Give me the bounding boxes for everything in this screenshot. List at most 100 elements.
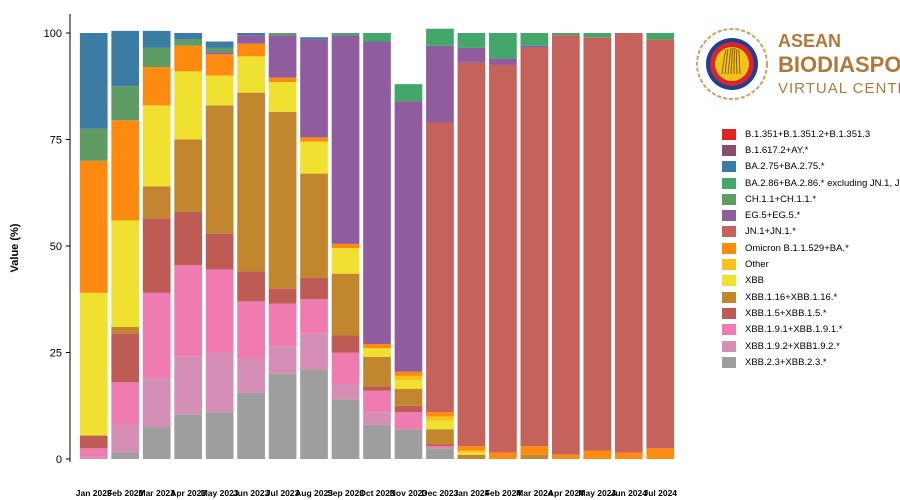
x-tick-label: Sep 2023 <box>327 488 364 498</box>
bar-segment-ch-1-1-ch-1-1-may-2023 <box>205 47 234 53</box>
bar-segment-xbb-feb-2023 <box>111 220 140 327</box>
bar-segment-xbb-1-5-xbb-1-5-jul-2023 <box>268 288 297 304</box>
bar-segment-jn-1-jn-1-jun-2024 <box>614 33 643 453</box>
legend-item-xbb: XBB <box>722 273 900 289</box>
bar-segment-jn-1-jn-1-may-2024 <box>583 37 612 451</box>
bar-segment-xbb-1-9-1-xbb-1-9-1-jan-2023 <box>79 448 108 457</box>
bar-segment-omicron-b-1-1-529-ba-jul-2023 <box>268 77 297 82</box>
bar-segment-xbb-1-9-2-xbb1-9-2-aug-2023 <box>300 333 328 370</box>
bar-segment-xbb-1-16-xbb-1-16-apr-2023 <box>174 139 203 212</box>
legend-swatch <box>722 242 736 254</box>
y-tick-label: 50 <box>50 241 62 253</box>
bar-segment-omicron-b-1-1-529-ba-jan-2023 <box>79 160 108 293</box>
bar-segment-xbb-1-16-xbb-1-16-jul-2023 <box>268 111 297 289</box>
x-tick-label: May 2024 <box>578 488 616 498</box>
bar-segment-xbb-1-16-xbb-1-16-dec-2023 <box>426 429 454 445</box>
bar-segment-xbb-1-16-xbb-1-16-aug-2023 <box>300 173 328 278</box>
bar-segment-xbb-1-16-xbb-1-16-jun-2023 <box>237 92 265 272</box>
legend-item-b-1-351-b-1-351-2-b-1-351-3: B.1.351+B.1.351.2+B.1.351.3 <box>722 126 900 142</box>
bar-segment-xbb-1-9-1-xbb-1-9-1-jul-2023 <box>268 303 297 347</box>
legend-swatch <box>722 177 736 189</box>
plot-area <box>79 28 675 459</box>
bar-segment-eg-5-eg-5-jan-2024 <box>457 47 486 63</box>
bar-segment-omicron-b-1-1-529-ba-jan-2024 <box>457 446 486 451</box>
x-tick-label: Feb 2024 <box>485 488 522 498</box>
bar-segment-xbb-1-9-1-xbb-1-9-1-apr-2023 <box>174 265 203 357</box>
bar-segment-other-dec-2023 <box>426 416 454 421</box>
bar-segment-ba-2-75-ba-2-75-jan-2023 <box>79 33 108 129</box>
legend-label: XBB <box>745 275 765 287</box>
logo-title-line-3: VIRTUAL CENTER <box>778 80 900 97</box>
x-tick-label: Jan 2024 <box>453 488 489 498</box>
legend-swatch <box>722 275 736 287</box>
y-tick-label: 100 <box>44 28 62 40</box>
bar-segment-xbb-1-9-2-xbb1-9-2-mar-2023 <box>142 378 171 428</box>
legend-swatch <box>722 210 736 222</box>
legend-item-eg-5-eg-5: EG.5+EG.5.* <box>722 207 900 223</box>
legend-label: EG.5+EG.5.* <box>745 210 801 222</box>
logo-title-line-2: BIODIASPORA <box>778 52 900 77</box>
legend-label: XBB.2.3+XBB.2.3.* <box>745 356 827 368</box>
x-tick-label: Jun 2024 <box>611 488 648 498</box>
bar-segment-xbb-1-16-xbb-1-16-sep-2023 <box>331 273 360 336</box>
bar-segment-xbb-2-3-xbb-2-3-nov-2023 <box>394 429 423 459</box>
legend-item-xbb-1-5-xbb-1-5: XBB.1.5+XBB.1.5.* <box>722 305 900 321</box>
logo-title-line-1: ASEAN <box>778 31 841 51</box>
bar-segment-xbb-1-9-1-xbb-1-9-1-sep-2023 <box>331 352 360 385</box>
bar-segment-jn-1-jn-1-feb-2024 <box>489 64 517 453</box>
bar-segment-xbb-1-16-xbb-1-16-oct-2023 <box>363 356 391 387</box>
bar-segment-xbb-1-5-xbb-1-5-sep-2023 <box>331 335 360 353</box>
legend-swatch <box>722 144 736 156</box>
bar-segment-ba-2-86-ba-2-86-excluding-jn-1-jn-1-jan-2024 <box>457 33 486 48</box>
x-tick-label: Dec 2023 <box>422 488 459 498</box>
bar-segment-ba-2-86-ba-2-86-excluding-jn-1-jn-1-oct-2023 <box>363 33 391 42</box>
bar-segment-xbb-1-16-xbb-1-16-mar-2024 <box>520 454 549 459</box>
legend-swatch <box>722 128 736 140</box>
legend-label: Omicron B.1.1.529+BA.* <box>745 242 849 254</box>
y-axis: 0 25 50 75 100 <box>44 14 71 466</box>
bar-segment-other-nov-2023 <box>394 375 423 381</box>
bar-segment-xbb-2-3-xbb-2-3-feb-2023 <box>111 452 140 459</box>
bar-segment-eg-5-eg-5-feb-2024 <box>489 58 517 65</box>
bar-segment-omicron-b-1-1-529-ba-aug-2023 <box>300 137 328 142</box>
bar-segment-eg-5-eg-5-jul-2023 <box>268 35 297 78</box>
x-tick-label: May 2023 <box>201 488 239 498</box>
bar-segment-xbb-1-5-xbb-1-5-jun-2023 <box>237 271 265 302</box>
x-tick-label: Mar 2023 <box>138 488 175 498</box>
bar-segment-omicron-b-1-1-529-ba-may-2024 <box>583 450 612 459</box>
bar-segment-eg-5-eg-5-nov-2023 <box>394 101 423 372</box>
legend-swatch <box>722 340 736 352</box>
bar-segment-ba-2-75-ba-2-75-feb-2023 <box>111 30 140 87</box>
bar-segment-ba-2-86-ba-2-86-excluding-jn-1-jn-1-mar-2024 <box>520 33 549 46</box>
bar-segment-ba-2-86-ba-2-86-excluding-jn-1-jn-1-feb-2024 <box>489 33 517 59</box>
bar-segment-xbb-2-3-xbb-2-3-may-2023 <box>205 412 234 459</box>
bar-segment-xbb-1-9-2-xbb1-9-2-oct-2023 <box>363 412 391 425</box>
bar-segment-ba-2-75-ba-2-75-aug-2023 <box>300 37 328 40</box>
legend-item-xbb-1-9-2-xbb1-9-2: XBB.1.9.2+XBB1.9.2.* <box>722 338 900 354</box>
bar-segment-eg-5-eg-5-mar-2024 <box>520 45 549 48</box>
bar-segment-xbb-1-16-xbb-1-16-feb-2023 <box>111 326 140 334</box>
legend-item-jn-1-jn-1: JN.1+JN.1.* <box>722 224 900 240</box>
bar-segment-xbb-jun-2023 <box>237 56 265 93</box>
bar-segment-xbb-1-5-xbb-1-5-feb-2023 <box>111 333 140 383</box>
legend-swatch <box>722 291 736 303</box>
legend-swatch <box>722 307 736 319</box>
legend-label: JN.1+JN.1.* <box>745 226 796 238</box>
bar-segment-ch-1-1-ch-1-1-jul-2023 <box>268 33 297 36</box>
bar-segment-omicron-b-1-1-529-ba-apr-2023 <box>174 45 203 72</box>
bar-segment-xbb-aug-2023 <box>300 141 328 174</box>
legend-label: BA.2.75+BA.2.75.* <box>745 161 825 173</box>
legend-label: XBB.1.9.2+XBB1.9.2.* <box>745 340 840 352</box>
bar-segment-omicron-b-1-1-529-ba-apr-2024 <box>551 454 580 459</box>
legend-label: XBB.1.16+XBB.1.16.* <box>745 291 838 303</box>
legend-label: XBB.1.5+XBB.1.5.* <box>745 307 827 319</box>
legend-swatch <box>722 161 736 173</box>
bar-segment-eg-5-eg-5-sep-2023 <box>331 35 360 244</box>
bar-segment-xbb-1-9-1-xbb-1-9-1-nov-2023 <box>394 412 423 430</box>
legend-swatch <box>722 356 736 368</box>
bar-segment-xbb-1-9-1-xbb-1-9-1-feb-2023 <box>111 382 140 425</box>
bar-segment-ba-2-75-ba-2-75-mar-2023 <box>142 30 171 48</box>
y-tick-label: 0 <box>56 454 62 466</box>
x-tick-label: Nov 2023 <box>390 488 428 498</box>
